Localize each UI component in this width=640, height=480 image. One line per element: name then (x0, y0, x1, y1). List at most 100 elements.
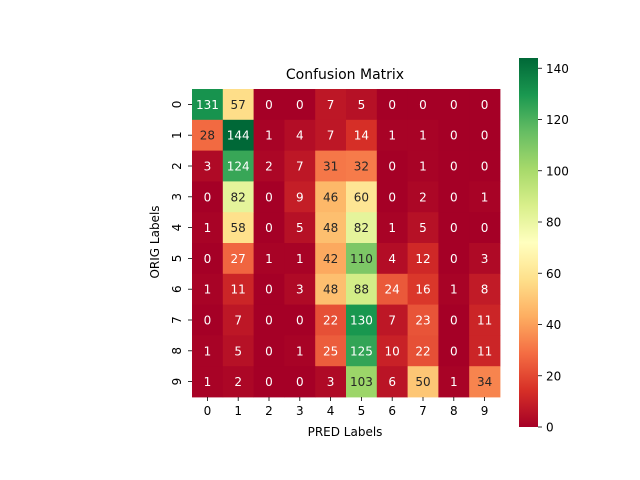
cell-2-5 (346, 150, 378, 182)
cell-3-6 (376, 181, 408, 213)
x-tick-label-0: 0 (204, 404, 212, 418)
cell-6-3 (284, 273, 316, 305)
cell-3-4 (315, 181, 347, 213)
cell-label-1-3: 4 (296, 129, 304, 143)
cell-label-4-9: 0 (481, 221, 489, 235)
cell-2-9 (469, 150, 501, 182)
cell-5-3 (284, 243, 316, 275)
cell-label-6-7: 16 (415, 283, 430, 297)
colorbar-tick-label-0: 0 (546, 421, 554, 435)
colorbar (519, 58, 538, 427)
cell-9-4 (315, 366, 347, 398)
cell-label-5-6: 4 (388, 252, 396, 266)
cell-label-7-0: 0 (204, 314, 212, 328)
cell-label-0-5: 5 (358, 98, 366, 112)
cell-1-0 (192, 119, 224, 151)
x-tick-label-5: 5 (358, 404, 366, 418)
cell-0-7 (407, 89, 439, 121)
cell-label-5-2: 1 (265, 252, 273, 266)
cell-1-4 (315, 119, 347, 151)
cell-7-5 (346, 304, 378, 336)
cell-label-8-0: 1 (204, 344, 212, 358)
y-tick-label-7: 7 (170, 316, 184, 324)
cell-label-0-9: 0 (481, 98, 489, 112)
cell-8-6 (376, 335, 408, 367)
y-tick-label-9: 9 (170, 378, 184, 386)
chart-title: Confusion Matrix (286, 67, 404, 83)
cell-label-7-7: 23 (415, 314, 430, 328)
cell-7-3 (284, 304, 316, 336)
cell-label-2-9: 0 (481, 160, 489, 174)
cell-7-9 (469, 304, 501, 336)
cell-7-4 (315, 304, 347, 336)
cell-5-9 (469, 243, 501, 275)
cell-0-4 (315, 89, 347, 121)
cell-label-0-4: 7 (327, 98, 335, 112)
cell-label-6-9: 8 (481, 283, 489, 297)
cell-label-1-8: 0 (450, 129, 458, 143)
x-tick-label-7: 7 (419, 404, 427, 418)
cell-4-5 (346, 212, 378, 244)
cell-label-8-1: 5 (234, 344, 242, 358)
y-tick-label-1: 1 (170, 131, 184, 139)
cell-5-2 (253, 243, 285, 275)
cell-6-7 (407, 273, 439, 305)
x-tick-label-3: 3 (296, 404, 304, 418)
cell-6-8 (438, 273, 470, 305)
cell-3-5 (346, 181, 378, 213)
cell-label-0-0: 131 (196, 98, 219, 112)
cell-4-1 (222, 212, 254, 244)
cell-label-6-5: 88 (354, 283, 369, 297)
cell-6-2 (253, 273, 285, 305)
cell-5-8 (438, 243, 470, 275)
cell-8-5 (346, 335, 378, 367)
cell-2-7 (407, 150, 439, 182)
cell-0-3 (284, 89, 316, 121)
cell-0-1 (222, 89, 254, 121)
cell-1-8 (438, 119, 470, 151)
cell-4-0 (192, 212, 224, 244)
cell-label-1-7: 1 (419, 129, 427, 143)
x-axis-label: PRED Labels (308, 425, 383, 439)
cell-label-7-4: 22 (323, 314, 338, 328)
cell-label-6-4: 48 (323, 283, 338, 297)
cell-5-1 (222, 243, 254, 275)
cell-label-6-8: 1 (450, 283, 458, 297)
cell-9-9 (469, 366, 501, 398)
cell-5-7 (407, 243, 439, 275)
cell-4-6 (376, 212, 408, 244)
cell-label-5-3: 1 (296, 252, 304, 266)
cell-6-5 (346, 273, 378, 305)
cell-label-2-0: 3 (204, 160, 212, 174)
cell-8-1 (222, 335, 254, 367)
cell-label-8-9: 11 (477, 344, 492, 358)
cell-label-0-3: 0 (296, 98, 304, 112)
cell-label-1-4: 7 (327, 129, 335, 143)
cell-label-4-1: 58 (231, 221, 246, 235)
cell-5-0 (192, 243, 224, 275)
x-tick-label-4: 4 (327, 404, 335, 418)
cell-label-9-2: 0 (265, 375, 273, 389)
cell-label-7-2: 0 (265, 314, 273, 328)
cell-label-4-0: 1 (204, 221, 212, 235)
cell-label-8-6: 10 (385, 344, 400, 358)
cell-7-1 (222, 304, 254, 336)
cell-2-1 (222, 150, 254, 182)
cell-2-6 (376, 150, 408, 182)
x-tick-label-9: 9 (481, 404, 489, 418)
cell-label-6-1: 11 (231, 283, 246, 297)
cell-label-6-0: 1 (204, 283, 212, 297)
cell-label-3-4: 46 (323, 190, 338, 204)
cell-label-9-7: 50 (415, 375, 430, 389)
cell-3-9 (469, 181, 501, 213)
cell-4-3 (284, 212, 316, 244)
cell-label-4-7: 5 (419, 221, 427, 235)
cell-3-7 (407, 181, 439, 213)
cell-8-3 (284, 335, 316, 367)
colorbar-tick-label-7: 140 (546, 62, 569, 76)
cell-label-7-5: 130 (350, 314, 373, 328)
cell-6-9 (469, 273, 501, 305)
cell-2-3 (284, 150, 316, 182)
cell-label-1-5: 14 (354, 129, 369, 143)
y-tick-label-2: 2 (170, 162, 184, 170)
